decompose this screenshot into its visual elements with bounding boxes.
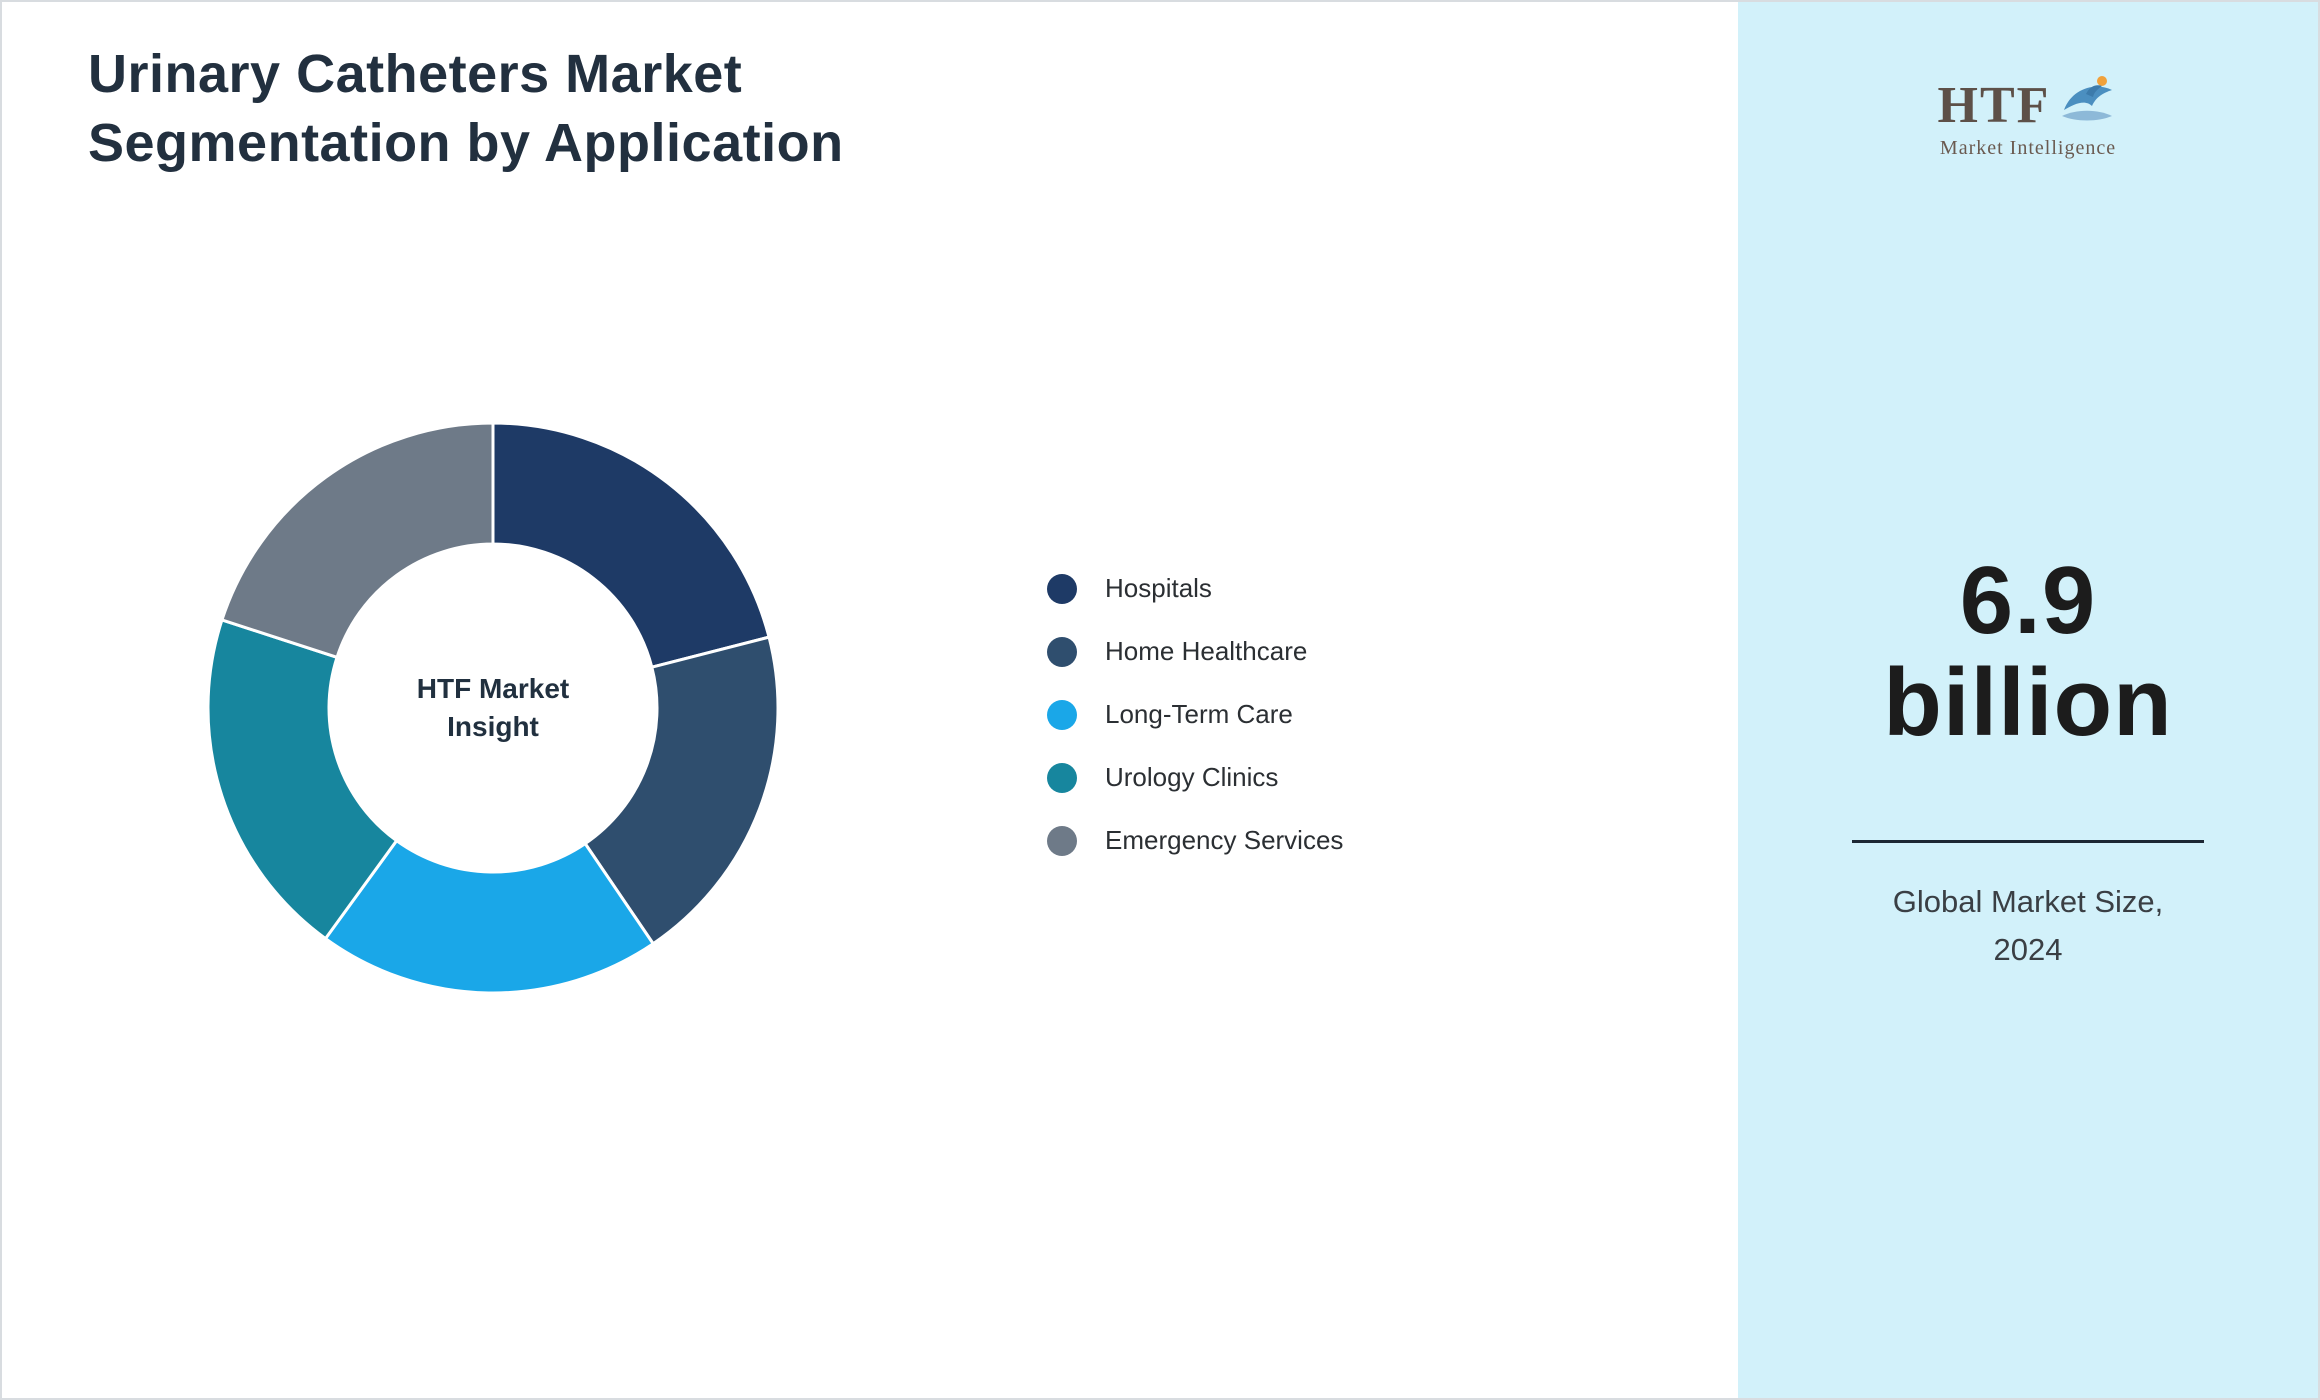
legend-label: Urology Clinics <box>1105 762 1279 792</box>
donut-segment-long-term-care <box>323 838 656 995</box>
market-size-caption-line1: Global Market Size, <box>1892 884 2164 919</box>
side-panel: HTF Market Intelligence 6.9 billion Glob… <box>1738 2 2318 1398</box>
legend-item: Urology Clinics <box>1047 746 1343 809</box>
donut-chart: HTF Market Insight <box>193 408 793 1008</box>
donut-chart-svg <box>206 421 780 995</box>
market-size-value: 6.9 billion <box>1738 550 2318 754</box>
legend-item: Home Healthcare <box>1047 620 1343 683</box>
donut-segment-home-healthcare <box>583 635 780 946</box>
page-title-line1: Urinary Catheters Market <box>88 44 743 104</box>
stat-divider <box>1852 840 2204 843</box>
legend-label: Emergency Services <box>1105 825 1344 855</box>
brand-logo-text: HTF <box>1937 77 2051 134</box>
page-title-line2: Segmentation by Application <box>88 113 844 174</box>
brand-logo-subtext: Market Intelligence <box>1939 137 2117 159</box>
legend-marker <box>1047 699 1077 730</box>
dolphin-logo-icon <box>2056 72 2118 133</box>
donut-segment-hospitals <box>491 421 771 670</box>
brand-logo-row: HTF <box>1937 76 2119 134</box>
legend-marker <box>1047 636 1077 667</box>
legend-marker <box>1047 825 1077 856</box>
market-size-caption: Global Market Size, 2024 <box>1738 878 2318 974</box>
legend-item: Emergency Services <box>1047 809 1343 872</box>
donut-segment-urology-clinics <box>206 618 399 941</box>
legend-marker <box>1047 762 1077 793</box>
market-size-caption-line2: 2024 <box>1993 932 2063 968</box>
chart-area: Urinary Catheters Market Segmentation by… <box>2 2 1742 1398</box>
page-title: Urinary Catheters Market Segmentation by… <box>88 40 844 178</box>
brand-logo: HTF Market Intelligence <box>1738 76 2318 160</box>
legend-label: Long-Term Care <box>1105 699 1293 729</box>
legend-label: Home Healthcare <box>1105 636 1308 666</box>
donut-center-label: HTF Market Insight <box>416 673 570 742</box>
market-size-unit: billion <box>1883 648 2173 756</box>
legend-marker <box>1047 573 1077 604</box>
legend-label: Hospitals <box>1105 573 1212 603</box>
donut-segment-emergency-services <box>220 421 495 660</box>
legend-item: Hospitals <box>1047 557 1343 620</box>
legend-item: Long-Term Care <box>1047 683 1343 746</box>
market-size-number: 6.9 <box>1959 547 2097 654</box>
chart-legend: Hospitals Home Healthcare Long-Term Care… <box>1047 557 1343 872</box>
